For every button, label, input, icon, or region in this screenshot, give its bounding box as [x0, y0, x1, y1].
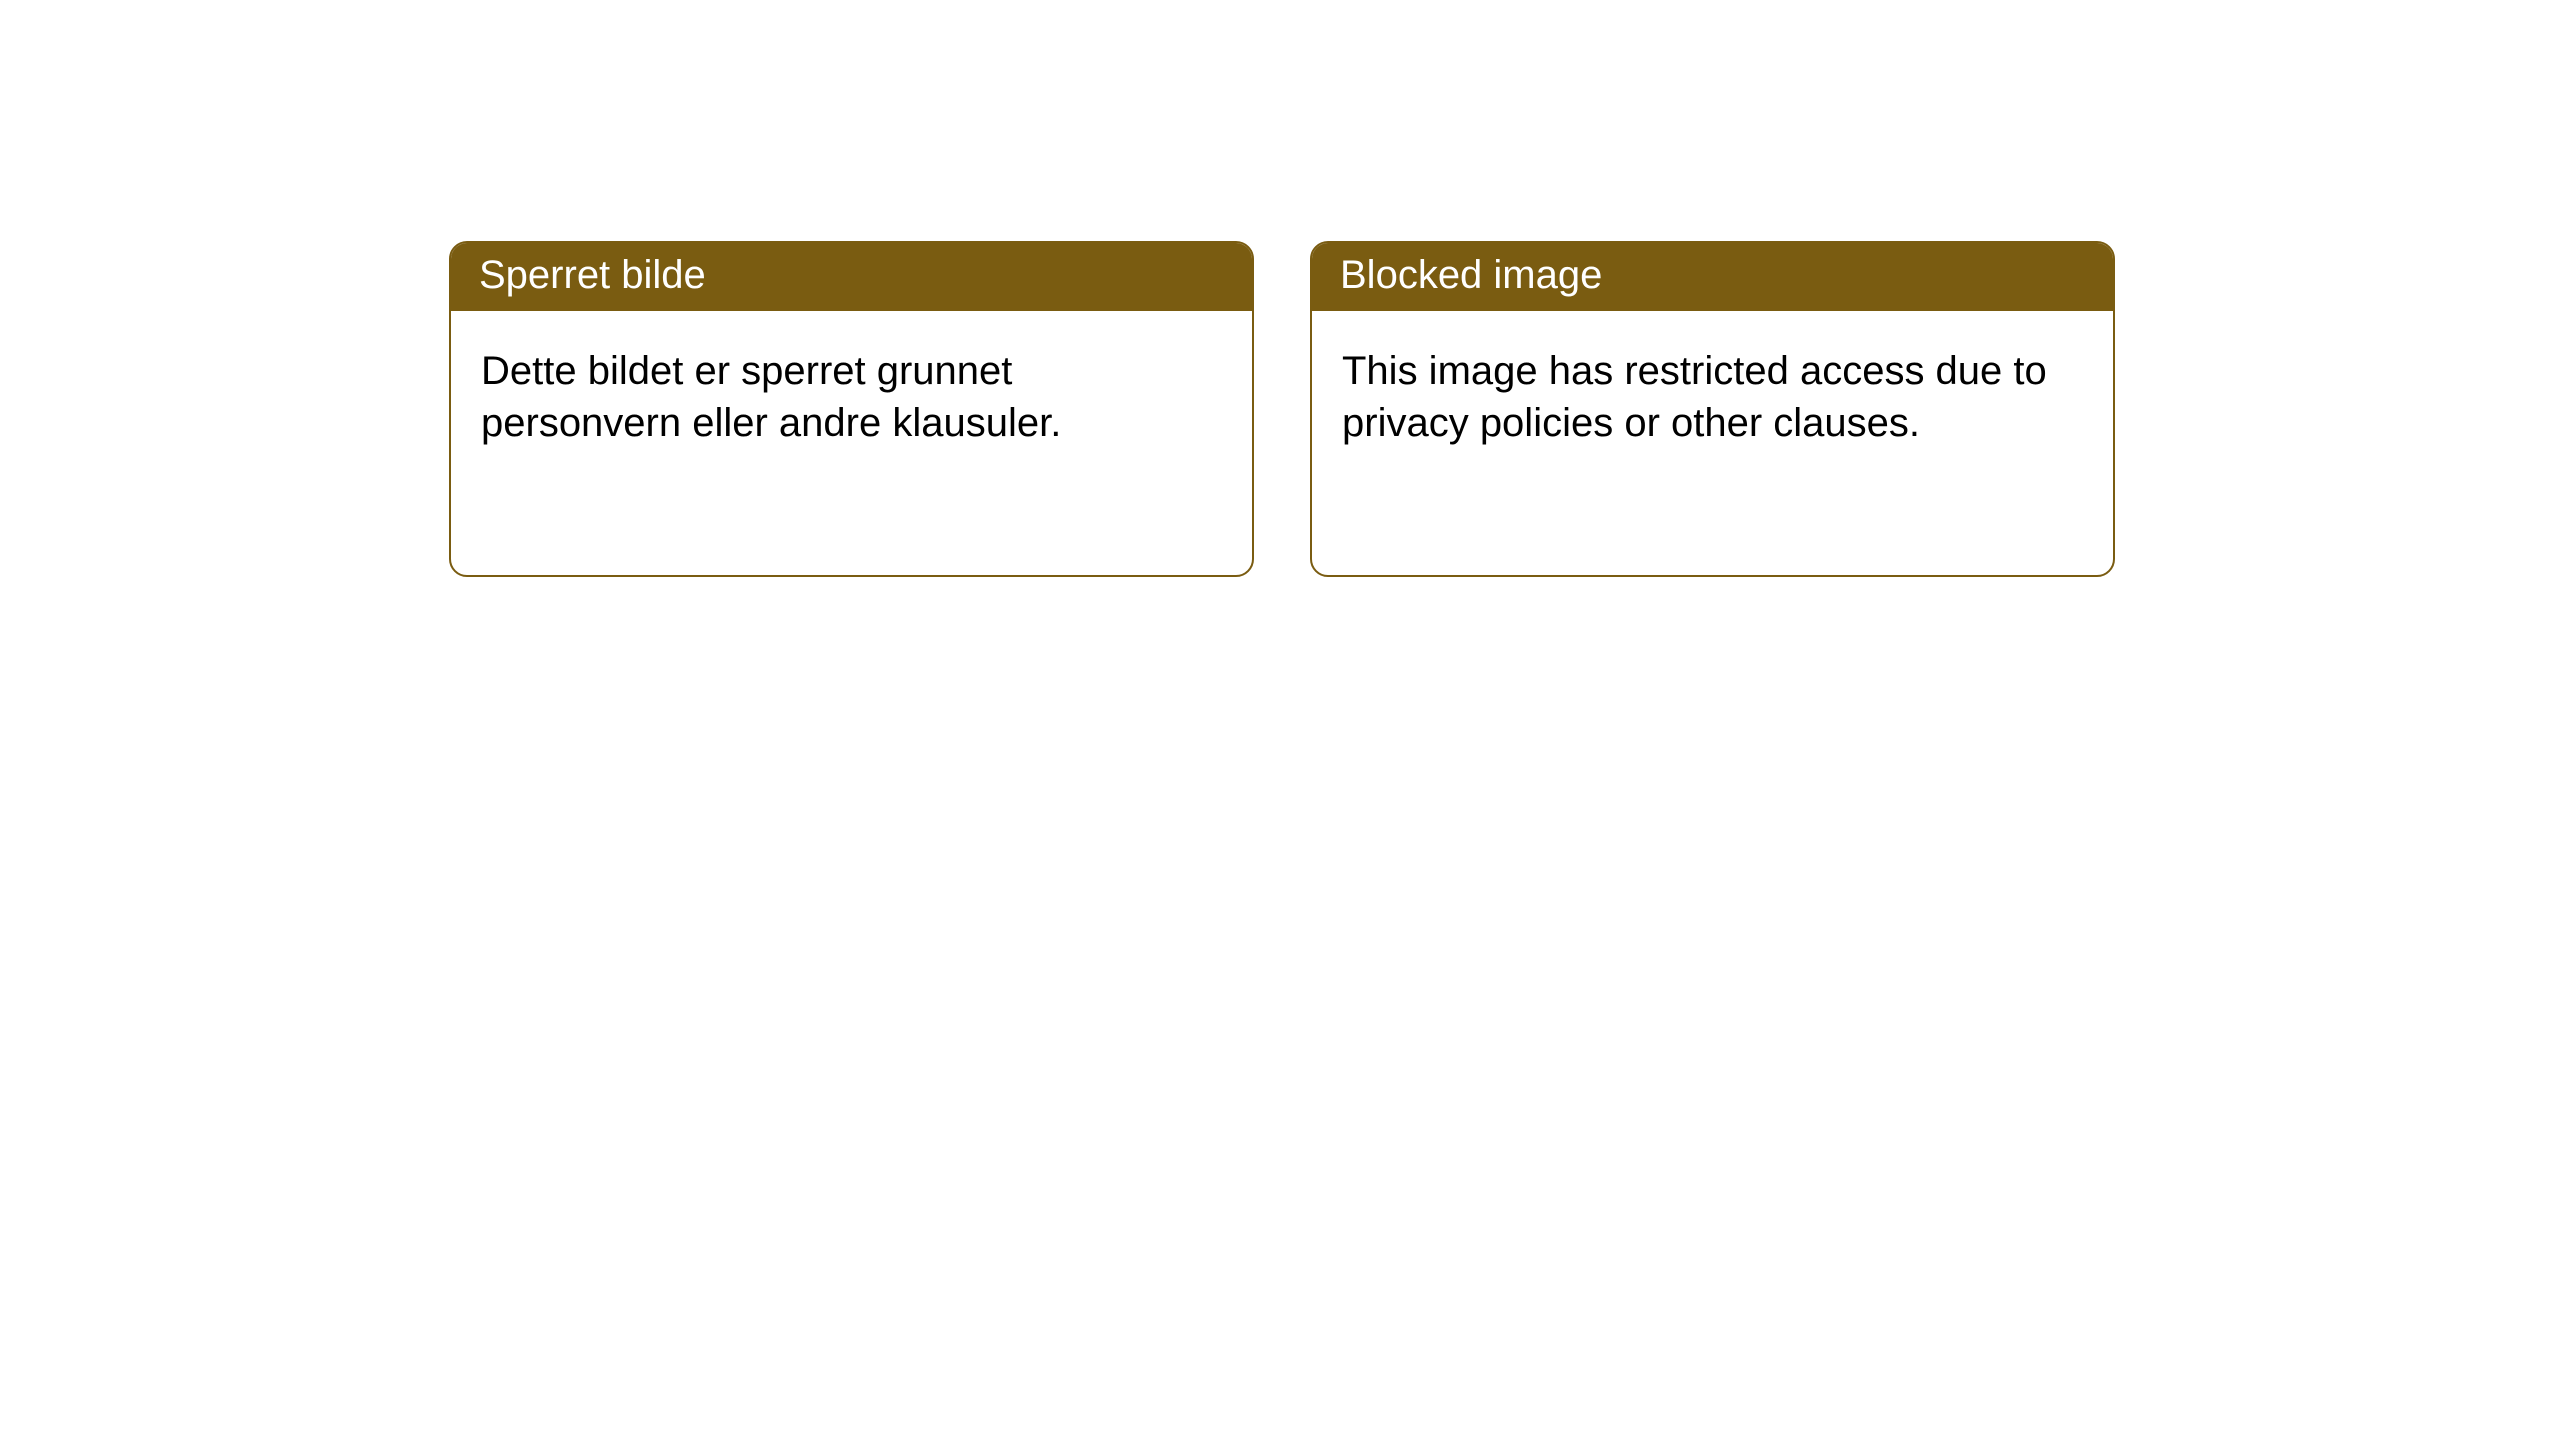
- card-title: Sperret bilde: [451, 243, 1252, 311]
- notice-card-english: Blocked image This image has restricted …: [1310, 241, 2115, 577]
- card-body-text: Dette bildet er sperret grunnet personve…: [451, 311, 1252, 483]
- notice-card-norwegian: Sperret bilde Dette bildet er sperret gr…: [449, 241, 1254, 577]
- notice-cards-container: Sperret bilde Dette bildet er sperret gr…: [0, 0, 2560, 577]
- card-title: Blocked image: [1312, 243, 2113, 311]
- card-body-text: This image has restricted access due to …: [1312, 311, 2113, 483]
